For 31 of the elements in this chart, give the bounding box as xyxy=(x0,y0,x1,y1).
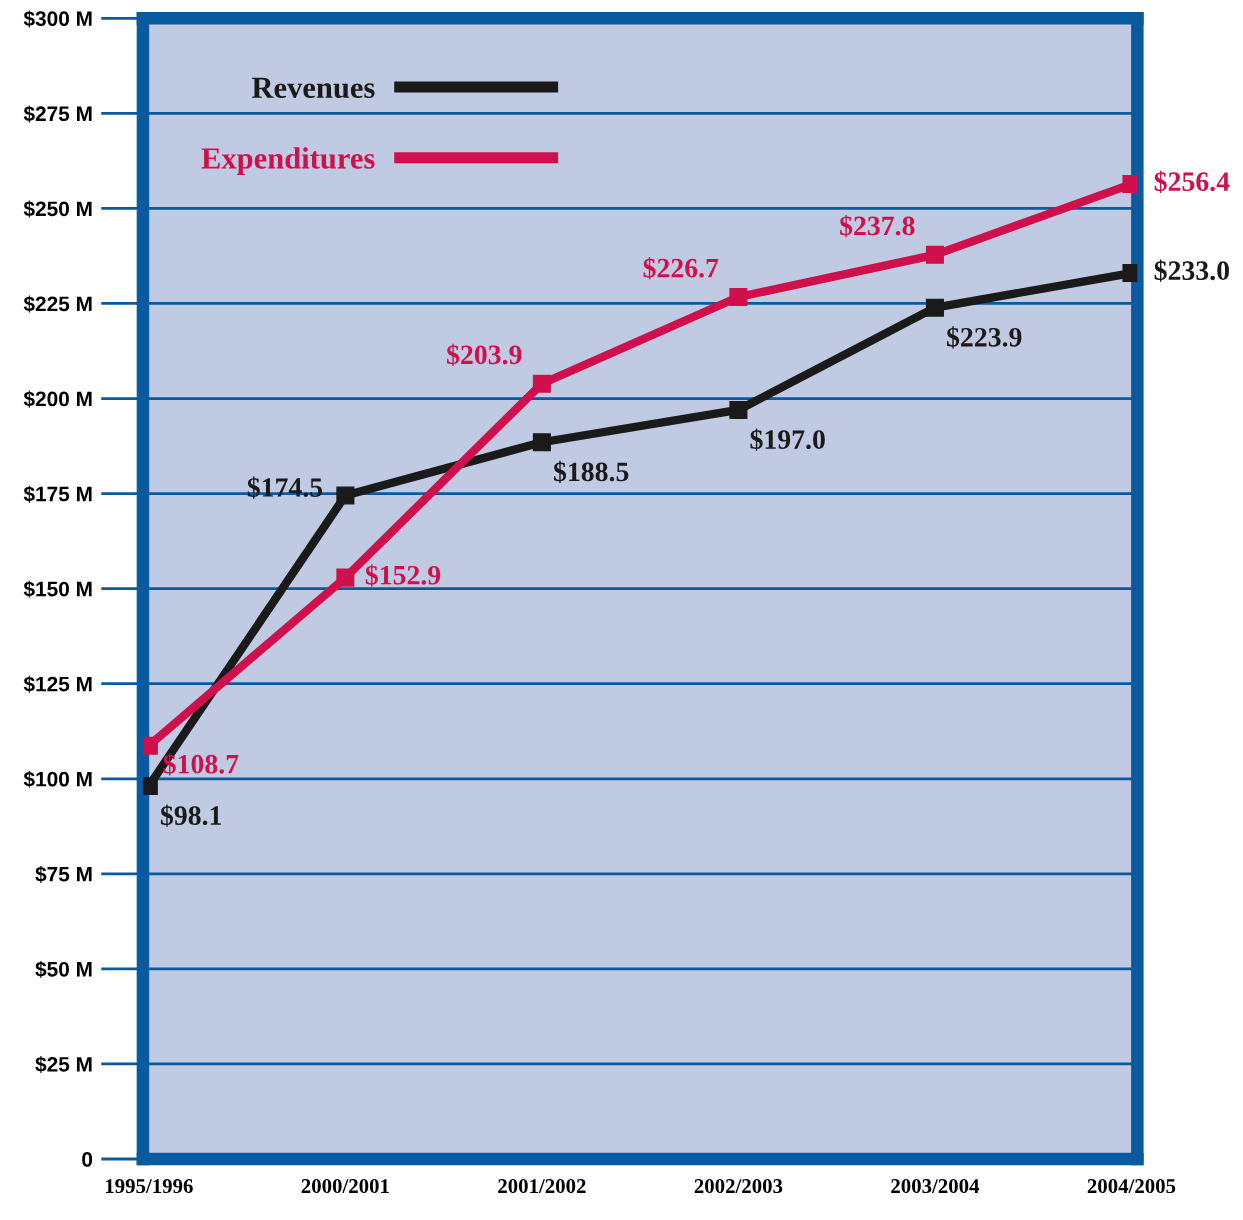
data-label: $223.9 xyxy=(947,326,1022,349)
legend-label: Expenditures xyxy=(201,147,375,175)
data-label: $197.0 xyxy=(750,428,825,451)
x-tick-label: 2003/2004 xyxy=(891,1179,980,1194)
y-tick-label: $275 M xyxy=(23,105,92,123)
legend-label: Revenues xyxy=(251,77,375,99)
x-tick-label: 2002/2003 xyxy=(694,1179,783,1194)
y-tick-label: $75 M xyxy=(35,865,92,883)
x-tick-label: 2004/2005 xyxy=(1087,1179,1176,1194)
x-tick-label: 2000/2001 xyxy=(301,1179,389,1194)
y-tick-label: $175 M xyxy=(23,485,92,503)
y-tick-label: 0 xyxy=(82,1152,93,1167)
data-label: $152.9 xyxy=(365,564,441,587)
y-tick-label: $200 M xyxy=(23,390,92,408)
data-label: $226.7 xyxy=(643,257,719,280)
y-tick-label: $250 M xyxy=(23,200,92,218)
data-label: $98.1 xyxy=(160,804,222,827)
data-label: $188.5 xyxy=(553,460,629,484)
data-label: $233.0 xyxy=(1154,259,1229,282)
x-tick-label: 1995/1996 xyxy=(105,1179,193,1194)
data-label: $237.8 xyxy=(840,214,915,238)
y-tick-label: $50 M xyxy=(35,960,92,978)
data-label: $203.9 xyxy=(447,343,522,367)
y-tick-label: $150 M xyxy=(23,580,92,598)
y-tick-label: $125 M xyxy=(23,675,92,693)
y-tick-label: $25 M xyxy=(35,1056,92,1074)
data-label: $256.4 xyxy=(1154,170,1230,193)
y-tick-label: $225 M xyxy=(23,295,92,313)
y-tick-label: $300 M xyxy=(23,10,92,28)
x-tick-label: 2001/2002 xyxy=(498,1179,586,1194)
y-tick-label: $100 M xyxy=(23,770,92,788)
